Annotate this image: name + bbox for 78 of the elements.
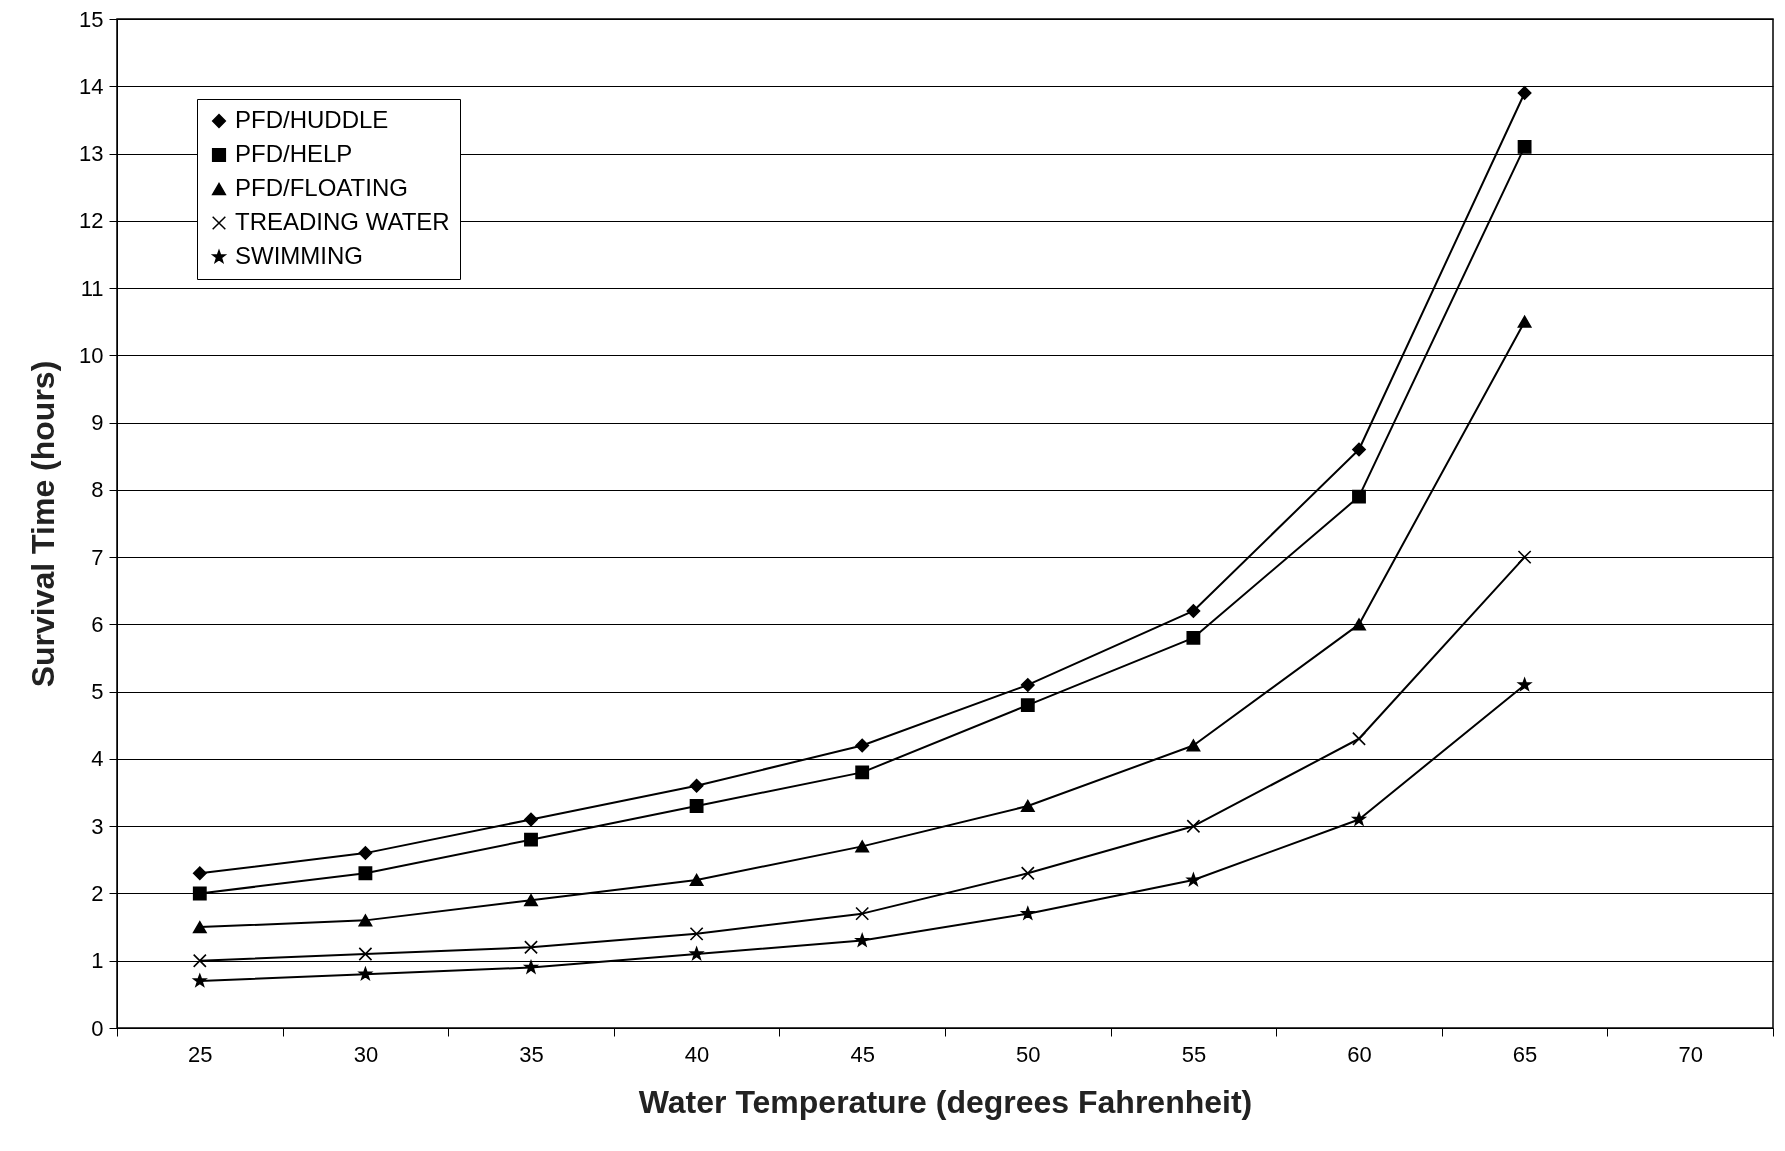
- y-tick-label: 2: [91, 880, 104, 906]
- point: [524, 812, 538, 827]
- point: [1517, 139, 1532, 154]
- point: [689, 926, 704, 941]
- point: [1020, 698, 1035, 713]
- y-tick-label: 7: [91, 544, 104, 570]
- point: [192, 921, 207, 934]
- y-tick-label: 1: [91, 948, 104, 974]
- y-tick-label: 0: [91, 1015, 104, 1041]
- y-tick-label: 6: [91, 611, 104, 637]
- x-axis-title: Water Temperature (degrees Fahrenheit): [638, 1083, 1253, 1120]
- point: [1186, 630, 1201, 645]
- y-tick-label: 4: [91, 746, 104, 772]
- point: [192, 866, 207, 881]
- point: [855, 765, 870, 780]
- point: [193, 973, 207, 987]
- point: [358, 947, 373, 961]
- point: [1186, 604, 1201, 618]
- point: [1517, 86, 1532, 100]
- y-tick-label: 8: [91, 477, 104, 503]
- point: [524, 832, 538, 847]
- x-tick-label: 35: [519, 1041, 544, 1067]
- point: [524, 940, 538, 955]
- point: [689, 799, 704, 813]
- point: [1352, 489, 1366, 504]
- y-tick-label: 10: [79, 342, 104, 368]
- point: [1020, 799, 1035, 813]
- y-tick-label: 13: [79, 141, 104, 167]
- point: [524, 894, 538, 907]
- legend-label: SWIMMING: [235, 242, 363, 269]
- point: [1517, 678, 1532, 691]
- y-tick-label: 11: [80, 275, 104, 301]
- point: [1352, 442, 1366, 457]
- point: [192, 886, 207, 901]
- point: [1352, 812, 1366, 826]
- point: [1352, 618, 1366, 631]
- x-tick-label: 30: [353, 1041, 379, 1067]
- point: [192, 953, 207, 968]
- point: [855, 840, 870, 853]
- point: [1021, 906, 1035, 920]
- x-tick-label: 50: [1016, 1041, 1041, 1067]
- y-tick-label: 5: [91, 679, 104, 705]
- y-axis-title: Survival Time (hours): [25, 360, 62, 688]
- point: [689, 873, 704, 887]
- legend-label: TREADING WATER: [235, 208, 450, 235]
- x-tick-label: 65: [1512, 1041, 1538, 1067]
- point: [689, 947, 704, 960]
- point: [855, 933, 869, 947]
- x-tick-label: 60: [1347, 1041, 1372, 1067]
- legend-label: PFD/HELP: [235, 140, 353, 167]
- x-tick-label: 45: [850, 1041, 875, 1067]
- legend-label: PFD/FLOATING: [235, 174, 408, 201]
- point: [689, 778, 704, 793]
- y-tick-label: 15: [79, 6, 104, 32]
- legend-label: PFD/HUDDLE: [235, 106, 389, 133]
- point: [1517, 315, 1532, 328]
- point: [855, 906, 870, 921]
- point: [358, 846, 373, 861]
- point: [358, 914, 373, 927]
- y-tick-label: 3: [91, 813, 104, 839]
- x-tick-label: 25: [188, 1041, 213, 1067]
- point: [1020, 678, 1035, 692]
- point: [1517, 550, 1532, 565]
- point: [855, 738, 870, 753]
- point: [1352, 731, 1366, 746]
- y-tick-label: 12: [79, 208, 104, 234]
- y-tick-label: 9: [91, 410, 104, 436]
- x-tick-label: 70: [1678, 1041, 1703, 1067]
- point: [358, 866, 373, 881]
- x-tick-label: 55: [1181, 1041, 1207, 1067]
- point: [524, 960, 538, 974]
- point: [1020, 866, 1035, 881]
- point: [1186, 739, 1201, 752]
- x-tick-label: 40: [684, 1041, 710, 1067]
- y-tick-label: 14: [79, 73, 104, 99]
- point: [1186, 873, 1201, 886]
- point: [358, 967, 373, 980]
- point: [1186, 819, 1201, 834]
